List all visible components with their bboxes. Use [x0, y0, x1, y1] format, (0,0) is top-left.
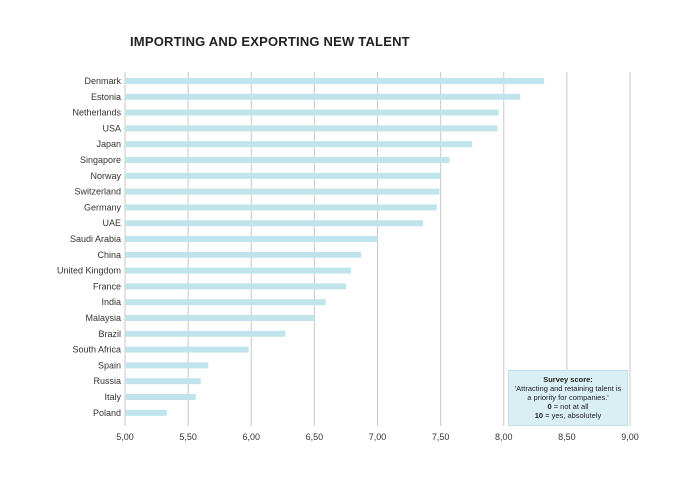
bar [125, 109, 499, 116]
legend-zero-text: = not at all [551, 402, 589, 411]
category-label: Denmark [84, 76, 121, 86]
category-label: India [101, 297, 121, 307]
bar [125, 409, 167, 416]
category-label: Netherlands [72, 108, 121, 118]
legend-line-2: a priority for companies.' [527, 393, 609, 402]
bar [125, 93, 521, 100]
x-tick-label: 5,50 [179, 432, 197, 442]
bar [125, 157, 450, 163]
x-tick-label: 7,50 [432, 432, 450, 442]
category-label: Estonia [91, 92, 121, 102]
legend-ten-key: 10 [534, 411, 544, 420]
bar [125, 299, 326, 306]
bar [125, 251, 362, 258]
category-label: Poland [93, 408, 121, 418]
legend-ten: 10 = yes, absolutely [509, 411, 627, 420]
bar [125, 267, 351, 274]
legend-ten-text: = yes, absolutely [543, 411, 602, 420]
category-labels: Denmark Estonia Netherlands USA Japan Singapo… [57, 76, 122, 418]
bar [125, 346, 249, 353]
x-tick-label: 8,50 [558, 432, 576, 442]
x-tick-label: 9,00 [621, 432, 639, 442]
category-label: United Kingdom [57, 266, 121, 276]
bar [125, 330, 286, 337]
bar [125, 78, 545, 84]
category-label: UAE [102, 218, 121, 228]
bar [125, 204, 437, 211]
category-label: China [97, 250, 121, 260]
bar [125, 236, 378, 242]
bar [125, 125, 498, 132]
x-axis-ticks: 5,00 5,50 6,00 6,50 7,00 7,50 8,00 8,50 9,00 [116, 432, 639, 442]
legend-line-1: 'Attracting and retaining talent is [514, 384, 622, 393]
category-label: Switzerland [74, 187, 121, 197]
category-label: South Africa [72, 345, 121, 355]
x-tick-label: 7,00 [369, 432, 387, 442]
category-label: Italy [104, 392, 121, 402]
category-label: Norway [90, 171, 121, 181]
legend-box: Survey score: 'Attracting and retaining … [508, 370, 628, 426]
x-tick-label: 5,00 [116, 432, 134, 442]
bar [125, 188, 440, 195]
category-label: Spain [98, 360, 121, 370]
bars [125, 78, 545, 416]
bar [125, 362, 209, 369]
category-label: Germany [84, 202, 122, 212]
bar [125, 141, 473, 148]
category-label: Malaysia [85, 313, 121, 323]
category-label: USA [102, 123, 121, 133]
bar [125, 283, 346, 290]
category-label: Saudi Arabia [70, 234, 121, 244]
chart-title: IMPORTING AND EXPORTING NEW TALENT [130, 34, 410, 49]
grid-lines [124, 72, 631, 426]
category-label: Singapore [80, 155, 121, 165]
bar [125, 220, 423, 227]
category-label: France [93, 281, 121, 291]
bar [125, 378, 201, 385]
x-tick-label: 8,00 [495, 432, 513, 442]
category-label: Russia [93, 376, 121, 386]
category-label: Brazil [98, 329, 121, 339]
legend-zero: 0 = not at all [509, 402, 627, 411]
legend-title: Survey score: [543, 375, 593, 384]
bar [125, 394, 196, 400]
x-tick-label: 6,00 [242, 432, 260, 442]
bar [125, 315, 315, 321]
legend-zero-key: 0 [547, 402, 552, 411]
bar [125, 172, 441, 179]
x-tick-label: 6,50 [306, 432, 324, 442]
category-label: Japan [96, 139, 121, 149]
